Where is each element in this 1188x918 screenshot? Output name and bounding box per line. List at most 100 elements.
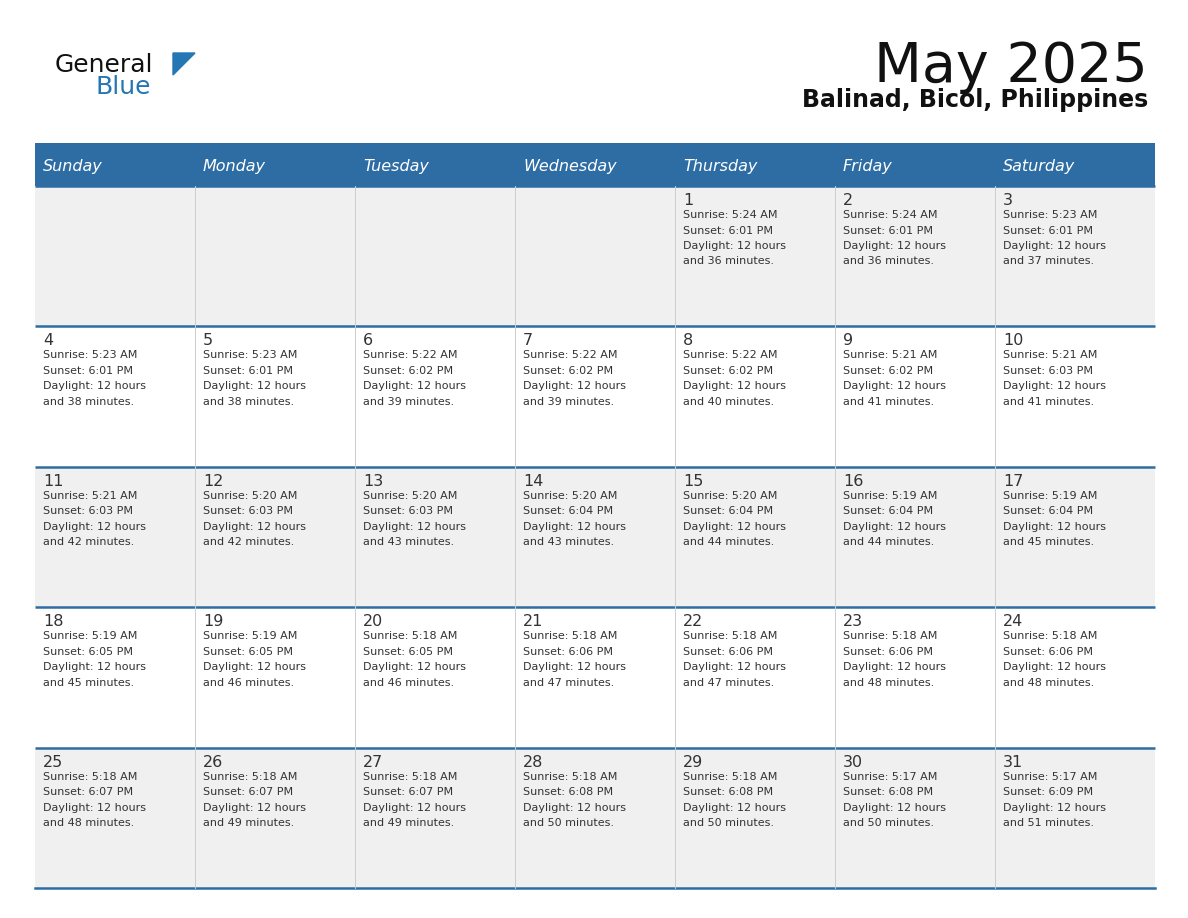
Text: Sunrise: 5:19 AM: Sunrise: 5:19 AM [843,491,937,501]
Text: 14: 14 [523,474,543,488]
Text: Sunset: 6:02 PM: Sunset: 6:02 PM [843,366,933,375]
Text: Daylight: 12 hours: Daylight: 12 hours [1003,802,1106,812]
Text: 9: 9 [843,333,853,349]
Text: Sunrise: 5:19 AM: Sunrise: 5:19 AM [43,632,138,641]
Text: 20: 20 [364,614,384,629]
Text: Sunset: 6:08 PM: Sunset: 6:08 PM [683,787,773,797]
Text: 3: 3 [1003,193,1013,208]
Text: and 47 minutes.: and 47 minutes. [523,677,614,688]
Text: and 48 minutes.: and 48 minutes. [43,818,134,828]
Text: Sunrise: 5:20 AM: Sunrise: 5:20 AM [203,491,297,501]
Text: Tuesday: Tuesday [364,160,429,174]
Text: Daylight: 12 hours: Daylight: 12 hours [523,521,626,532]
Text: Sunset: 6:07 PM: Sunset: 6:07 PM [203,787,293,797]
Polygon shape [173,53,195,75]
Text: Sunset: 6:03 PM: Sunset: 6:03 PM [203,507,293,516]
Text: Sunset: 6:07 PM: Sunset: 6:07 PM [364,787,453,797]
Text: 17: 17 [1003,474,1023,488]
Text: Sunset: 6:01 PM: Sunset: 6:01 PM [43,366,133,375]
Text: Sunrise: 5:22 AM: Sunrise: 5:22 AM [523,351,618,361]
Text: Balinad, Bicol, Philippines: Balinad, Bicol, Philippines [802,88,1148,112]
Text: Sunrise: 5:18 AM: Sunrise: 5:18 AM [43,772,138,781]
Text: Saturday: Saturday [1003,160,1075,174]
Bar [835,148,996,186]
Text: Sunrise: 5:18 AM: Sunrise: 5:18 AM [523,772,618,781]
Text: and 44 minutes.: and 44 minutes. [683,537,775,547]
Text: Sunset: 6:08 PM: Sunset: 6:08 PM [523,787,613,797]
Text: 30: 30 [843,755,864,769]
Text: Sunrise: 5:21 AM: Sunrise: 5:21 AM [1003,351,1098,361]
Text: and 43 minutes.: and 43 minutes. [364,537,454,547]
Text: 27: 27 [364,755,384,769]
Text: Blue: Blue [95,75,151,99]
Text: Sunset: 6:02 PM: Sunset: 6:02 PM [683,366,773,375]
Text: Friday: Friday [843,160,892,174]
Text: Daylight: 12 hours: Daylight: 12 hours [843,802,946,812]
Text: and 50 minutes.: and 50 minutes. [843,818,934,828]
Text: and 43 minutes.: and 43 minutes. [523,537,614,547]
Text: Sunset: 6:09 PM: Sunset: 6:09 PM [1003,787,1093,797]
Text: General: General [55,53,153,77]
Text: and 38 minutes.: and 38 minutes. [43,397,134,407]
Text: 26: 26 [203,755,223,769]
Text: 24: 24 [1003,614,1023,629]
Text: and 51 minutes.: and 51 minutes. [1003,818,1094,828]
Text: and 45 minutes.: and 45 minutes. [43,677,134,688]
Text: Sunset: 6:06 PM: Sunset: 6:06 PM [843,646,933,656]
Text: 11: 11 [43,474,63,488]
Text: Sunset: 6:04 PM: Sunset: 6:04 PM [683,507,773,516]
Text: 16: 16 [843,474,864,488]
Text: Sunset: 6:02 PM: Sunset: 6:02 PM [523,366,613,375]
Text: 19: 19 [203,614,223,629]
Text: Sunrise: 5:21 AM: Sunrise: 5:21 AM [843,351,937,361]
Bar [34,143,1155,148]
Text: and 46 minutes.: and 46 minutes. [364,677,454,688]
Text: 7: 7 [523,333,533,349]
Bar [996,148,1155,186]
Text: Sunrise: 5:18 AM: Sunrise: 5:18 AM [203,772,297,781]
Text: Sunset: 6:01 PM: Sunset: 6:01 PM [843,226,933,236]
Text: Sunrise: 5:22 AM: Sunrise: 5:22 AM [683,351,777,361]
Text: and 49 minutes.: and 49 minutes. [364,818,454,828]
Bar [355,148,516,186]
Text: Sunrise: 5:19 AM: Sunrise: 5:19 AM [203,632,297,641]
Text: Sunset: 6:03 PM: Sunset: 6:03 PM [364,507,453,516]
Text: and 39 minutes.: and 39 minutes. [523,397,614,407]
Text: and 38 minutes.: and 38 minutes. [203,397,295,407]
Text: Monday: Monday [203,160,266,174]
Text: Daylight: 12 hours: Daylight: 12 hours [843,241,946,251]
Text: Sunrise: 5:24 AM: Sunrise: 5:24 AM [683,210,777,220]
Text: Daylight: 12 hours: Daylight: 12 hours [203,381,307,391]
Text: Daylight: 12 hours: Daylight: 12 hours [683,521,786,532]
Text: 5: 5 [203,333,213,349]
Text: Sunset: 6:07 PM: Sunset: 6:07 PM [43,787,133,797]
Text: Sunrise: 5:24 AM: Sunrise: 5:24 AM [843,210,937,220]
Text: Daylight: 12 hours: Daylight: 12 hours [1003,381,1106,391]
Text: Sunrise: 5:21 AM: Sunrise: 5:21 AM [43,491,138,501]
Bar [34,747,1155,888]
Text: Sunday: Sunday [43,160,102,174]
Text: 12: 12 [203,474,223,488]
Text: Daylight: 12 hours: Daylight: 12 hours [523,802,626,812]
Text: Sunrise: 5:23 AM: Sunrise: 5:23 AM [43,351,138,361]
Text: 25: 25 [43,755,63,769]
Text: Sunrise: 5:20 AM: Sunrise: 5:20 AM [364,491,457,501]
Text: and 50 minutes.: and 50 minutes. [523,818,614,828]
Text: Sunrise: 5:20 AM: Sunrise: 5:20 AM [683,491,777,501]
Text: Sunset: 6:03 PM: Sunset: 6:03 PM [43,507,133,516]
Text: Daylight: 12 hours: Daylight: 12 hours [843,662,946,672]
Text: Daylight: 12 hours: Daylight: 12 hours [683,662,786,672]
Text: and 46 minutes.: and 46 minutes. [203,677,295,688]
Text: Daylight: 12 hours: Daylight: 12 hours [843,381,946,391]
Text: 18: 18 [43,614,63,629]
Text: Daylight: 12 hours: Daylight: 12 hours [683,381,786,391]
Text: Daylight: 12 hours: Daylight: 12 hours [43,521,146,532]
Text: and 36 minutes.: and 36 minutes. [843,256,934,266]
Text: and 44 minutes.: and 44 minutes. [843,537,934,547]
Text: Sunset: 6:06 PM: Sunset: 6:06 PM [1003,646,1093,656]
Text: and 40 minutes.: and 40 minutes. [683,397,775,407]
Bar [34,148,195,186]
Text: and 49 minutes.: and 49 minutes. [203,818,295,828]
Text: and 42 minutes.: and 42 minutes. [203,537,295,547]
Text: and 41 minutes.: and 41 minutes. [1003,397,1094,407]
